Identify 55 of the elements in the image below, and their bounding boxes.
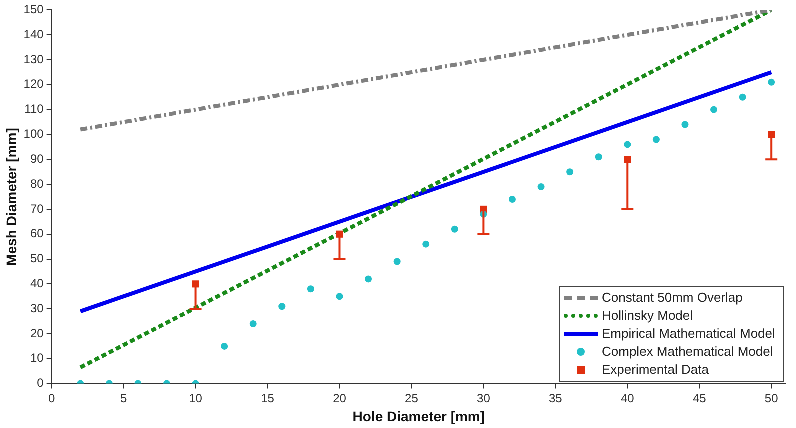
point <box>739 94 746 101</box>
point <box>652 136 660 144</box>
y-tick-label: 120 <box>24 77 44 92</box>
y-tick-label: 0 <box>37 376 44 390</box>
x-tick-label: 5 <box>120 391 128 406</box>
point <box>336 230 344 238</box>
point <box>278 303 286 310</box>
x-tick-label: 35 <box>548 391 563 406</box>
point <box>394 258 401 266</box>
point <box>192 280 200 288</box>
point <box>624 141 632 148</box>
x-tick-label: 10 <box>189 391 203 406</box>
y-tick-label: 80 <box>30 176 44 191</box>
x-axis-title: Hole Diameter [mm] <box>352 408 486 424</box>
point <box>682 121 689 128</box>
y-tick-label: 70 <box>30 202 44 216</box>
y-axis-title: Mesh Diameter [mm] <box>3 128 20 266</box>
x-tick-label: 40 <box>620 391 635 406</box>
y-tick-label: 110 <box>24 102 44 116</box>
x-tick-label: 15 <box>261 391 275 406</box>
y-tick-label: 60 <box>30 226 44 241</box>
legend-label: Experimental Data <box>602 362 709 378</box>
point <box>250 320 257 328</box>
point <box>221 342 228 350</box>
point <box>538 184 545 191</box>
point <box>768 78 776 86</box>
x-tick-label: 0 <box>48 391 56 406</box>
x-tick-label: 30 <box>477 391 491 406</box>
legend-label: Empirical Mathematical Model <box>602 326 776 342</box>
y-tick-label: 50 <box>30 252 44 266</box>
point <box>307 286 314 293</box>
legend-label: Complex Mathematical Model <box>602 344 774 360</box>
point <box>336 293 344 300</box>
y-tick-label: 10 <box>30 351 44 366</box>
point <box>710 106 718 114</box>
legend-label: Constant 50mm Overlap <box>602 290 743 306</box>
point <box>365 276 372 283</box>
legend-label: Hollinsky Model <box>602 308 694 324</box>
point <box>595 154 602 161</box>
y-tick-label: 30 <box>30 301 44 316</box>
point <box>508 196 516 203</box>
y-tick-label: 40 <box>30 276 44 290</box>
y-tick-label: 140 <box>24 27 44 42</box>
point <box>566 168 574 176</box>
y-tick-label: 20 <box>30 326 44 340</box>
y-tick-label: 90 <box>30 152 44 166</box>
x-tick-label: 45 <box>692 391 707 406</box>
x-tick-label: 50 <box>764 391 779 406</box>
x-tick-label: 20 <box>333 391 347 406</box>
y-tick-label: 130 <box>24 52 44 66</box>
point <box>422 240 430 248</box>
y-tick-label: 150 <box>24 2 44 17</box>
x-tick-label: 25 <box>405 391 419 406</box>
y-tick-label: 100 <box>24 127 44 142</box>
point <box>451 226 458 233</box>
